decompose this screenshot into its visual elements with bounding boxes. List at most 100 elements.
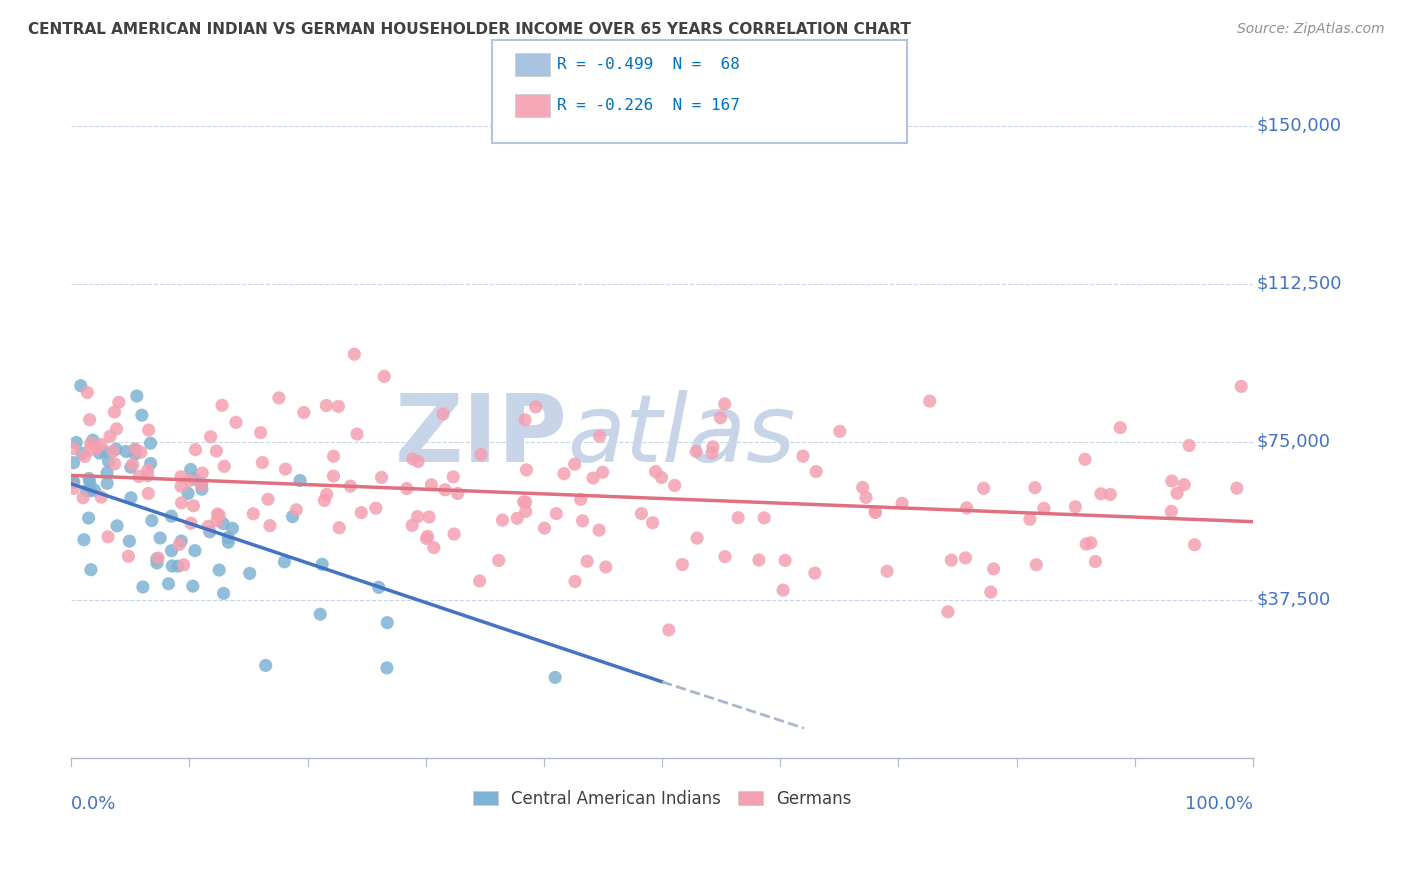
- Point: [97, 454, 120, 468]
- Text: ZIP: ZIP: [395, 390, 568, 482]
- Point: [553, 467, 575, 481]
- Point: [149, 531, 172, 545]
- Point: [83, 483, 105, 497]
- Point: [714, 549, 737, 564]
- Text: 0.0%: 0.0%: [72, 796, 117, 814]
- Point: [339, 479, 361, 493]
- Point: [700, 446, 723, 460]
- Point: [79, 413, 101, 427]
- Text: Source: ZipAtlas.com: Source: ZipAtlas.com: [1237, 22, 1385, 37]
- Point: [62, 481, 84, 495]
- Point: [322, 469, 344, 483]
- Point: [855, 491, 877, 505]
- Point: [595, 560, 617, 574]
- Point: [1230, 379, 1253, 393]
- Point: [82, 434, 104, 448]
- Point: [713, 397, 735, 411]
- Point: [441, 470, 464, 484]
- Point: [79, 483, 101, 498]
- Text: atlas: atlas: [568, 391, 796, 482]
- Point: [211, 398, 233, 412]
- Point: [524, 400, 547, 414]
- Point: [180, 516, 202, 531]
- Point: [103, 405, 125, 419]
- Point: [179, 474, 201, 488]
- Point: [375, 615, 398, 630]
- Point: [257, 492, 280, 507]
- Point: [828, 425, 851, 439]
- Point: [160, 543, 183, 558]
- Point: [170, 469, 193, 483]
- Point: [73, 533, 96, 547]
- Point: [208, 563, 231, 577]
- Point: [343, 347, 366, 361]
- Text: $112,500: $112,500: [1257, 275, 1343, 293]
- Point: [1064, 500, 1087, 514]
- Point: [181, 579, 204, 593]
- Legend: Central American Indians, Germans: Central American Indians, Germans: [467, 783, 858, 814]
- Point: [416, 529, 439, 543]
- Point: [180, 462, 202, 476]
- Point: [748, 553, 770, 567]
- Point: [1184, 538, 1206, 552]
- Point: [217, 531, 239, 545]
- Point: [162, 558, 184, 573]
- Point: [936, 605, 959, 619]
- Point: [190, 478, 212, 492]
- Text: 100.0%: 100.0%: [1185, 796, 1253, 814]
- Point: [346, 427, 368, 442]
- Point: [124, 442, 146, 457]
- Point: [434, 483, 457, 497]
- Point: [1074, 452, 1097, 467]
- Point: [513, 413, 536, 427]
- Point: [582, 471, 605, 485]
- Point: [491, 513, 513, 527]
- Point: [292, 405, 315, 419]
- Point: [252, 456, 274, 470]
- Point: [139, 436, 162, 450]
- Point: [488, 553, 510, 567]
- Point: [274, 462, 297, 476]
- Point: [709, 410, 731, 425]
- Point: [658, 623, 681, 637]
- Point: [973, 481, 995, 495]
- Point: [569, 492, 592, 507]
- Point: [221, 521, 243, 535]
- Point: [406, 454, 429, 468]
- Text: $37,500: $37,500: [1257, 591, 1331, 608]
- Point: [121, 458, 143, 472]
- Point: [89, 446, 111, 460]
- Point: [1076, 537, 1098, 551]
- Point: [418, 510, 440, 524]
- Point: [1226, 481, 1249, 495]
- Point: [1025, 558, 1047, 572]
- Point: [120, 491, 142, 505]
- Point: [314, 493, 336, 508]
- Point: [281, 509, 304, 524]
- Point: [315, 399, 337, 413]
- Point: [395, 482, 418, 496]
- Point: [1109, 420, 1132, 434]
- Point: [402, 451, 425, 466]
- Point: [183, 499, 205, 513]
- Point: [315, 487, 337, 501]
- Point: [752, 511, 775, 525]
- Point: [772, 583, 794, 598]
- Point: [918, 394, 941, 409]
- Point: [375, 661, 398, 675]
- Point: [200, 430, 222, 444]
- Point: [146, 556, 169, 570]
- Point: [79, 475, 101, 490]
- Point: [183, 472, 205, 486]
- Point: [191, 466, 214, 480]
- Point: [1178, 438, 1201, 452]
- Point: [125, 389, 148, 403]
- Point: [170, 496, 193, 510]
- Point: [686, 531, 709, 545]
- Point: [139, 456, 162, 470]
- Point: [1099, 487, 1122, 501]
- Point: [328, 400, 350, 414]
- Point: [105, 442, 128, 457]
- Point: [373, 369, 395, 384]
- Point: [423, 541, 446, 555]
